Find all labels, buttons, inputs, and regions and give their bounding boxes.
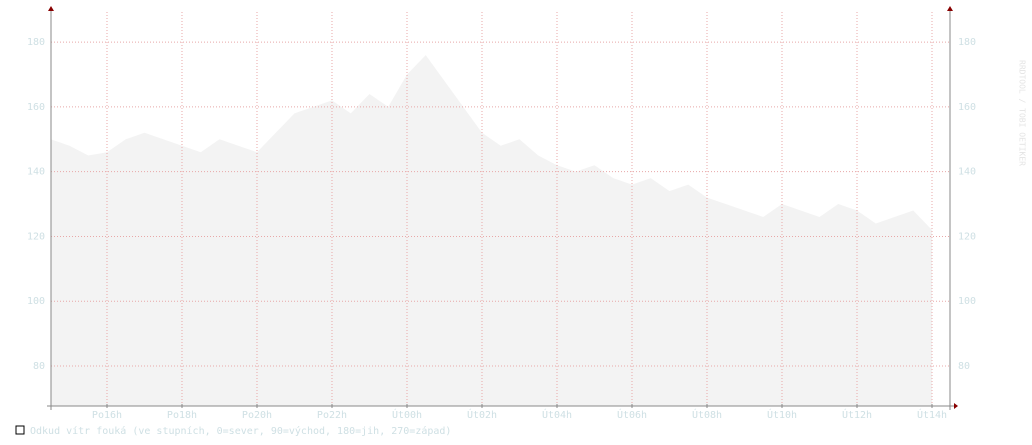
x-tick-label: Út08h xyxy=(692,408,722,421)
y2-tick-label: 100 xyxy=(958,296,976,307)
y2-tick-label: 160 xyxy=(958,102,976,113)
x-tick-label: Út04h xyxy=(542,408,572,421)
arrow xyxy=(954,403,958,409)
x-tick-label: Po16h xyxy=(92,410,122,421)
x-tick-label: Út02h xyxy=(467,408,497,421)
y-tick-label: 100 xyxy=(27,296,45,307)
watermark: RRDTOOL / TOBI OETIKER xyxy=(1018,60,1027,166)
y-tick-label: 120 xyxy=(27,231,45,242)
legend-label: Odkud vítr fouká (ve stupních, 0=sever, … xyxy=(30,425,451,437)
x-tick-label: Út14h xyxy=(917,408,947,421)
x-tick-label: Út10h xyxy=(767,408,797,421)
area xyxy=(50,55,932,406)
arrow xyxy=(947,6,953,11)
legend-swatch xyxy=(15,425,25,435)
y-tick-label: 140 xyxy=(27,167,45,178)
y-tick-label: 80 xyxy=(33,361,45,372)
y2-tick-label: 120 xyxy=(958,231,976,242)
x-tick-label: Po18h xyxy=(167,410,197,421)
x-tick-label: Út00h xyxy=(392,408,422,421)
x-tick-label: Út12h xyxy=(842,408,872,421)
y2-tick-label: 80 xyxy=(958,361,970,372)
y2-tick-label: 180 xyxy=(958,37,976,48)
y-tick-label: 160 xyxy=(27,102,45,113)
x-tick-label: Út06h xyxy=(617,408,647,421)
x-tick-label: Po20h xyxy=(242,410,272,421)
x-tick-label: Po22h xyxy=(317,410,347,421)
y2-tick-label: 140 xyxy=(958,167,976,178)
y-tick-label: 180 xyxy=(27,37,45,48)
arrow xyxy=(48,6,54,11)
